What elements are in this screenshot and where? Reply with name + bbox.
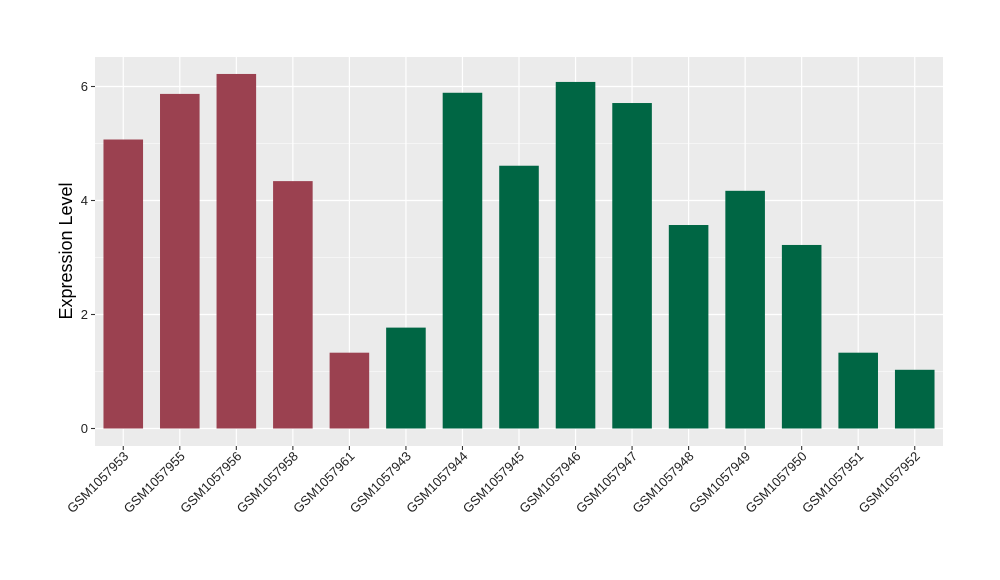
- bar-GSM1057946: [555, 81, 596, 429]
- bar-GSM1057947: [612, 103, 652, 429]
- bar-GSM1057949: [725, 190, 765, 429]
- bar-GSM1057951: [838, 352, 878, 429]
- y-tick-label: 4: [81, 193, 88, 208]
- bar-GSM1057945: [499, 165, 539, 429]
- y-axis: 0 2 4 6: [81, 79, 95, 436]
- bar-GSM1057955: [160, 93, 200, 429]
- bar-GSM1057952: [894, 369, 935, 429]
- y-tick-label: 2: [81, 307, 88, 322]
- bar-GSM1057944: [442, 92, 483, 429]
- bars: [103, 73, 935, 429]
- bar-GSM1057958: [273, 181, 313, 429]
- bar-GSM1057948: [668, 225, 709, 429]
- bar-GSM1057943: [386, 327, 426, 429]
- y-tick-label: 0: [81, 421, 88, 436]
- bar-GSM1057961: [329, 352, 370, 429]
- bar-GSM1057950: [781, 244, 822, 429]
- y-axis-title: Expression Level: [56, 182, 76, 319]
- y-tick-label: 6: [81, 79, 88, 94]
- bar-GSM1057956: [216, 73, 257, 429]
- bar-GSM1057953: [103, 139, 144, 429]
- x-axis: GSM1057953GSM1057955GSM1057956GSM1057958…: [64, 446, 923, 516]
